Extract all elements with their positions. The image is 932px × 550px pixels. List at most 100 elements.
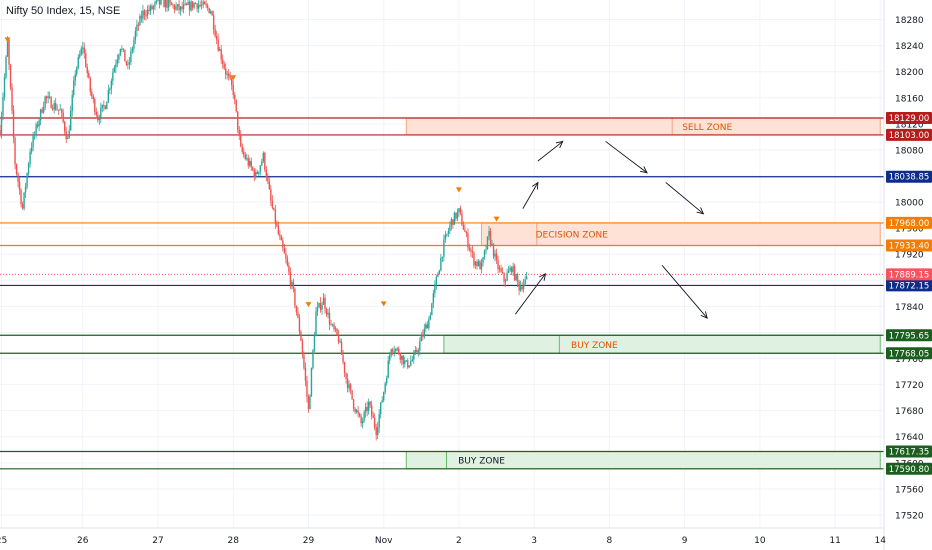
candle-body <box>434 284 436 294</box>
candle-body <box>298 317 301 332</box>
candle-body <box>297 312 299 318</box>
candle-body <box>265 169 268 178</box>
candle-body <box>70 110 72 131</box>
candle-body <box>137 24 140 26</box>
candle-body <box>382 392 385 401</box>
candle-body <box>386 377 388 384</box>
candle-body <box>283 247 286 254</box>
candle-body <box>151 5 153 10</box>
candle-body <box>354 408 356 413</box>
x-tick-label: 14 <box>875 536 887 546</box>
candle-body <box>178 4 180 11</box>
candle-body <box>405 360 407 362</box>
candle-body <box>76 67 78 75</box>
candle-body <box>416 350 418 352</box>
level-tag-label: 17590.80 <box>889 465 930 475</box>
candle-body <box>419 341 421 351</box>
candle-body <box>473 252 475 266</box>
projection-arrows <box>514 140 708 319</box>
time-axis: 25 26 27 28 29 Nov 2 3 8 9 10 11 14 <box>0 527 887 546</box>
candle-body <box>507 270 510 273</box>
candle-body <box>188 1 191 11</box>
candle-body <box>488 230 490 237</box>
candle-body <box>396 348 398 350</box>
candle-body <box>411 359 413 362</box>
candle-body <box>267 177 269 182</box>
candle-body <box>273 207 275 210</box>
candle-body <box>381 400 383 403</box>
candle-body <box>60 109 63 113</box>
candle-body <box>176 4 179 7</box>
candle-body <box>337 334 340 343</box>
candle-body <box>50 97 52 109</box>
zone-label: BUY ZONE <box>458 457 505 467</box>
candle-body <box>247 158 249 166</box>
x-tick-label: 29 <box>303 536 315 546</box>
level-tag <box>886 216 932 229</box>
candle-body <box>489 230 492 245</box>
level-tag-label: 17968.00 <box>889 219 930 229</box>
candle-body <box>498 268 501 270</box>
candle-body <box>358 413 361 417</box>
candle-body <box>253 170 255 178</box>
candle-body <box>279 234 281 237</box>
candle-body <box>289 272 292 286</box>
candle-body <box>309 395 311 410</box>
candle-body <box>74 74 76 81</box>
candle-body <box>459 208 462 214</box>
candle-body <box>444 235 447 240</box>
candle-body <box>82 47 84 49</box>
candle-body <box>101 104 104 108</box>
candle-body <box>124 49 126 62</box>
candle-body <box>428 319 430 329</box>
candle-body <box>301 340 304 355</box>
y-tick-label: 18000 <box>895 199 924 209</box>
y-tick-label: 17840 <box>895 303 924 313</box>
y-tick-label: 17520 <box>895 511 924 521</box>
candle-body <box>193 3 195 8</box>
candle-body <box>355 410 358 413</box>
candle-body <box>246 158 248 160</box>
candle-body <box>366 407 368 411</box>
candle-body <box>479 261 481 270</box>
pivot-markers <box>4 37 500 308</box>
candle-body <box>2 96 4 116</box>
candle-body <box>229 76 231 79</box>
candle-body <box>3 77 6 97</box>
x-tick-label: 11 <box>829 536 840 546</box>
candle-body <box>423 328 426 337</box>
candle-body <box>88 73 90 78</box>
candle-body <box>26 173 28 187</box>
candle-body <box>212 15 215 30</box>
candle-body <box>163 0 165 8</box>
candle-body <box>146 9 149 16</box>
candle-body <box>238 129 240 135</box>
chart-title: Nifty 50 Index, 15, NSE <box>6 5 121 17</box>
candle-body <box>23 192 25 209</box>
candle-body <box>390 349 392 356</box>
candle-body <box>470 249 472 252</box>
candle-body <box>133 39 135 49</box>
candle-body <box>410 361 412 366</box>
candle-body <box>209 11 212 14</box>
candle-body <box>249 160 251 166</box>
candle-body <box>121 48 123 50</box>
candle-body <box>521 286 523 289</box>
candle-body <box>109 88 111 91</box>
candle-body <box>491 243 493 245</box>
candle-body <box>221 59 224 64</box>
candle-body <box>395 348 397 352</box>
candle-body <box>369 401 371 406</box>
arrow-head <box>539 272 547 281</box>
candle-body <box>310 368 313 396</box>
candle-body <box>422 335 424 337</box>
candle-body <box>494 253 496 257</box>
candlesticks <box>0 0 528 441</box>
candle-body <box>79 54 81 58</box>
candle-body <box>252 167 254 171</box>
candle-body <box>324 297 326 310</box>
candle-body <box>509 267 511 271</box>
candle-body <box>342 354 344 362</box>
candle-body <box>447 231 450 235</box>
